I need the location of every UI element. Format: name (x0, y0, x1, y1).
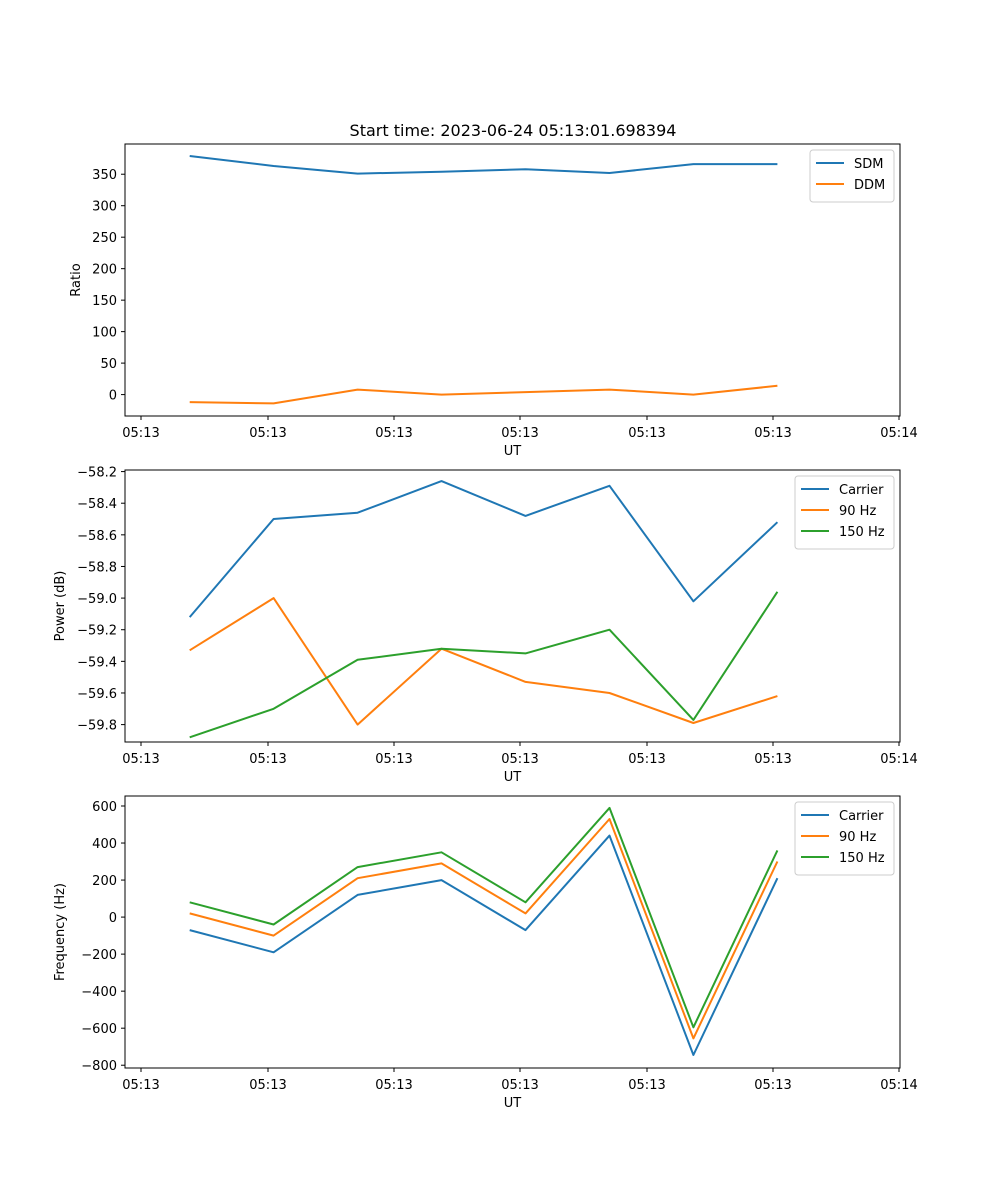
y-tick-label: 300 (92, 200, 117, 215)
series-line-90-hz (189, 597, 778, 726)
x-tick-label: 05:13 (754, 752, 791, 767)
plots-container: 05:13 05:13 05:13 05:13 05:13 05:13 05:14 0 50 10… (53, 143, 918, 1111)
x-tick-label: 05:13 (249, 752, 286, 767)
series-line-150-hz (189, 806, 779, 1029)
y-axis-label: Ratio (69, 263, 84, 296)
x-tick-label: 05:13 (754, 1078, 791, 1093)
y-tick-label: 400 (92, 837, 117, 852)
x-tick-label: 05:13 (249, 1078, 286, 1093)
legend-label: DDM (854, 178, 885, 193)
chart-title: Start time: 2023-06-24 05:13:01.698394 (350, 121, 677, 140)
y-tick-label: 250 (92, 231, 117, 246)
y-tick-label: 0 (109, 911, 117, 926)
legend: SDM DDM (809, 149, 895, 203)
legend: Carrier 90 Hz 150 Hz (794, 801, 895, 876)
x-tick-label: 05:13 (249, 426, 286, 441)
y-tick-label: −200 (81, 948, 117, 963)
x-axis-label: UT (504, 444, 522, 459)
y-tick-label: −59.8 (77, 719, 117, 734)
y-tick-label: −58.2 (77, 466, 117, 481)
x-tick-label: 05:13 (375, 426, 412, 441)
y-tick-label: −59.6 (77, 687, 117, 702)
y-tick-label: −58.6 (77, 529, 117, 544)
legend-label: SDM (854, 157, 883, 172)
x-tick-label: 05:13 (754, 426, 791, 441)
x-tick-label: 05:13 (628, 752, 665, 767)
legend-label: Carrier (839, 483, 884, 498)
x-tick-label: 05:13 (501, 426, 538, 441)
x-axis-label: UT (504, 1096, 522, 1111)
legend-label: Carrier (839, 809, 884, 824)
series-line-carrier (188, 480, 779, 618)
series-line-sdm (189, 155, 778, 175)
y-tick-label: −800 (81, 1059, 117, 1074)
x-axis-label: UT (504, 770, 522, 785)
x-tick-label: 05:13 (375, 1078, 412, 1093)
series-line-150-hz (189, 591, 779, 739)
y-tick-label: −59.0 (77, 592, 117, 607)
x-tick-label: 05:13 (628, 426, 665, 441)
x-tick-label: 05:13 (628, 1078, 665, 1093)
axes-frame (124, 469, 901, 743)
y-tick-label: 150 (92, 294, 117, 309)
y-tick-label: 350 (92, 168, 117, 183)
x-tick-label: 05:14 (880, 752, 917, 767)
legend-label: 90 Hz (839, 504, 876, 519)
y-tick-label: 200 (92, 263, 117, 278)
x-tick-label: 05:13 (122, 1078, 159, 1093)
y-tick-label: 200 (92, 874, 117, 889)
y-tick-label: −400 (81, 985, 117, 1000)
x-tick-label: 05:14 (880, 426, 917, 441)
x-tick-label: 05:13 (122, 752, 159, 767)
y-tick-label: −600 (81, 1022, 117, 1037)
x-tick-label: 05:14 (880, 1078, 917, 1093)
x-tick-label: 05:13 (501, 752, 538, 767)
series-line-ddm (189, 384, 778, 405)
x-tick-label: 05:13 (501, 1078, 538, 1093)
legend-label: 90 Hz (839, 830, 876, 845)
y-tick-label: −59.2 (77, 624, 117, 639)
y-tick-label: 50 (100, 357, 117, 372)
x-tick-label: 05:13 (122, 426, 159, 441)
axes-frame (124, 795, 901, 1069)
y-tick-label: 600 (92, 800, 117, 815)
y-tick-label: −58.4 (77, 497, 117, 512)
subplot-2: 05:13 05:13 05:13 05:13 05:13 05:13 05:14 −59.8… (53, 466, 918, 785)
y-tick-label: 0 (109, 389, 117, 404)
legend-label: 150 Hz (839, 525, 885, 540)
y-tick-label: 100 (92, 326, 117, 341)
y-tick-label: −58.8 (77, 560, 117, 575)
legend: Carrier 90 Hz 150 Hz (794, 475, 895, 550)
axes-frame (124, 143, 901, 417)
series-line-carrier (189, 834, 779, 1056)
y-axis-label: Frequency (Hz) (53, 883, 68, 981)
y-tick-label: −59.4 (77, 655, 117, 670)
y-axis-label: Power (dB) (53, 571, 68, 642)
subplot-3: 05:13 05:13 05:13 05:13 05:13 05:13 05:14 −800 −… (53, 795, 918, 1111)
x-tick-label: 05:13 (375, 752, 412, 767)
subplot-1: 05:13 05:13 05:13 05:13 05:13 05:13 05:14 0 50 10… (69, 143, 918, 459)
legend-label: 150 Hz (839, 851, 885, 866)
series-line-90-hz (189, 818, 779, 1040)
